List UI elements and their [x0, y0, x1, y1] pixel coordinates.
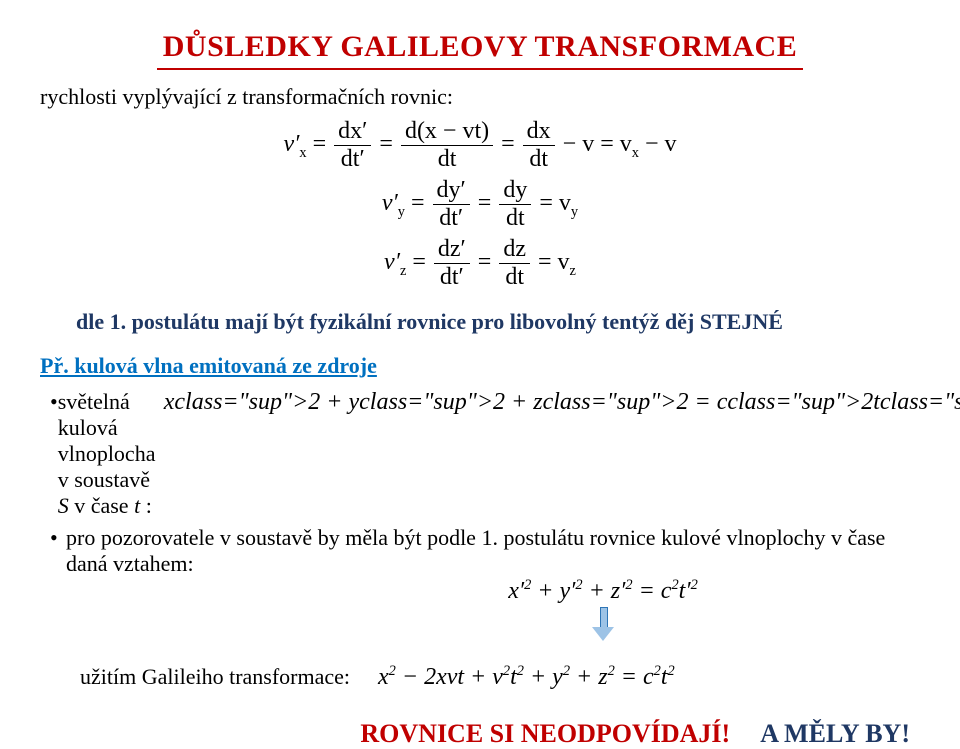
b1-p1: světelná kulová vlnoplocha v soustavě: [58, 389, 156, 492]
vy-f2-num: dy: [499, 177, 531, 205]
b1-p3: :: [140, 493, 152, 518]
equation-sphere: xclass="sup">2 + yclass="sup">2 + zclass…: [164, 389, 960, 416]
vx-lhs-sub: x: [299, 145, 306, 161]
vy-rhs: = v: [533, 190, 571, 216]
equation-galilei: x2 − 2xvt + v2t2 + y2 + z2 = c2t2: [378, 664, 675, 690]
vz-rhs: = v: [532, 249, 570, 275]
bullet-2: • pro pozorovatele v soustavě by měla bý…: [50, 525, 920, 645]
vx-f2-num: d(x − vt): [401, 118, 493, 146]
bullet-dot-icon: •: [50, 389, 58, 519]
bullet-dot-icon: •: [50, 525, 66, 551]
bullet-2-text: pro pozorovatele v soustavě by měla být …: [66, 525, 920, 645]
vx-f2-den: dt: [401, 146, 493, 173]
vx-tail-sub: x: [632, 145, 639, 161]
vx-tail: − v = v: [557, 131, 632, 157]
vz-f2-den: dt: [499, 264, 530, 291]
page-title: DŮSLEDKY GALILEOVY TRANSFORMACE: [40, 30, 920, 74]
vy-f1-den: dt′: [433, 205, 470, 232]
eq-sphere-text: xclass="sup">2 + yclass="sup">2 + zclass…: [164, 389, 960, 415]
vy-f1-num: dy′: [433, 177, 470, 205]
vz-lhs: v′: [384, 249, 400, 275]
equation-vy: v′y = dy′dt′ = dydt = vy: [40, 177, 920, 232]
footer-left: ROVNICE SI NEODPOVÍDAJÍ!: [360, 719, 730, 749]
footer-row: ROVNICE SI NEODPOVÍDAJÍ! A MĚLY BY!: [40, 719, 920, 749]
intro-line: rychlosti vyplývající z transformačních …: [40, 84, 920, 110]
bullet-1-text: světelná kulová vlnoplocha v soustavě S …: [58, 389, 164, 519]
vx-f1-num: dx′: [334, 118, 371, 146]
vz-f2-num: dz: [499, 236, 530, 264]
bullet-1-row: • světelná kulová vlnoplocha v soustavě …: [50, 389, 920, 519]
galilei-row: užitím Galileiho transformace: x2 − 2xvt…: [80, 663, 920, 691]
vx-f1-den: dt′: [334, 146, 371, 173]
vy-lhs: v′: [382, 190, 398, 216]
vz-lhs-sub: z: [400, 263, 406, 279]
b1-p2: v čase: [69, 493, 134, 518]
galilei-label: užitím Galileiho transformace:: [80, 664, 350, 690]
example-heading: Př. kulová vlna emitovaná ze zdroje: [40, 353, 920, 379]
b2-text: pro pozorovatele v soustavě by měla být …: [66, 525, 885, 576]
equation-vx: v′x = dx′dt′ = d(x − vt)dt = dxdt − v = …: [40, 118, 920, 173]
vz-f1-den: dt′: [434, 264, 470, 291]
postulate-line: dle 1. postulátu mají být fyzikální rovn…: [76, 309, 920, 335]
b1-S: S: [58, 493, 69, 518]
vx-f3-den: dt: [523, 146, 555, 173]
equation-vz: v′z = dz′dt′ = dzdt = vz: [40, 236, 920, 291]
title-text: DŮSLEDKY GALILEOVY TRANSFORMACE: [157, 30, 803, 70]
vy-f2-den: dt: [499, 205, 531, 232]
vz-f1-num: dz′: [434, 236, 470, 264]
vx-f3-num: dx: [523, 118, 555, 146]
vx-tail2: − v: [639, 131, 677, 157]
arrow-down-icon: [592, 607, 614, 641]
vy-lhs-sub: y: [398, 204, 405, 220]
vz-rhs-sub: z: [570, 263, 576, 279]
vy-rhs-sub: y: [571, 204, 578, 220]
footer-right: A MĚLY BY!: [760, 719, 910, 749]
equation-sphere-prime: x′2 + y′2 + z′2 = c2t′2: [508, 578, 698, 604]
vx-lhs: v′: [283, 131, 299, 157]
